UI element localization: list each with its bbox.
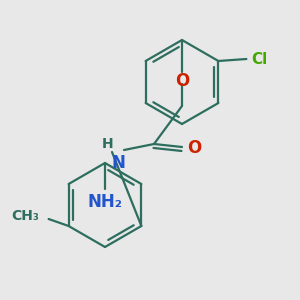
Text: O: O	[175, 72, 189, 90]
Text: NH₂: NH₂	[88, 193, 122, 211]
Text: Cl: Cl	[251, 52, 268, 67]
Text: CH₃: CH₃	[11, 209, 39, 223]
Text: O: O	[187, 139, 201, 157]
Text: H: H	[102, 137, 114, 151]
Text: N: N	[111, 154, 125, 172]
